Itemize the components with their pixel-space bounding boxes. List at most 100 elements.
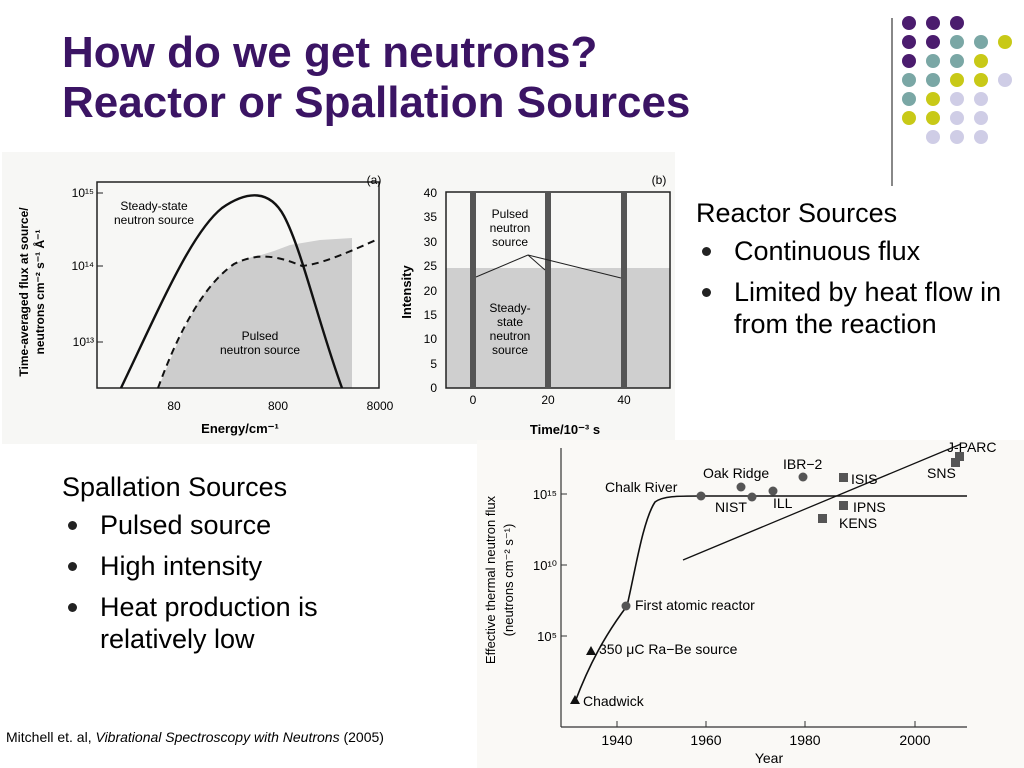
figure-c-chalk-river-marker bbox=[696, 491, 706, 501]
figure-c-nist-marker bbox=[747, 492, 757, 502]
figure-b-ytick-label: 20 bbox=[424, 284, 438, 298]
figure-b-xtick-label: 40 bbox=[617, 393, 631, 407]
spallation-sources-list: Pulsed source High intensity Heat produc… bbox=[62, 509, 422, 655]
figure-c-chadwick-marker bbox=[570, 695, 580, 704]
figure-b-ytick-label: 35 bbox=[424, 210, 438, 224]
citation-book-title: Vibrational Spectroscopy with Neutrons bbox=[95, 729, 340, 745]
decor-dot bbox=[950, 35, 964, 49]
decor-dot bbox=[902, 54, 916, 68]
figure-c-ibr2-marker bbox=[798, 472, 808, 482]
figure-a-ylabel: neutrons cm⁻² s⁻¹ Å⁻¹ bbox=[32, 229, 47, 354]
decor-dot bbox=[926, 111, 940, 125]
figure-c-label-chalk-river: Chalk River bbox=[605, 479, 678, 495]
figure-c-xtick-label: 1960 bbox=[690, 732, 721, 748]
decor-dot bbox=[950, 73, 964, 87]
figure-a-steady-label: Steady-state bbox=[120, 199, 188, 213]
figure-b-ytick-label: 25 bbox=[424, 259, 438, 273]
citation-authors: Mitchell et. al, bbox=[6, 729, 92, 745]
figure-c-xlabel: Year bbox=[755, 750, 784, 766]
figure-b-xtick-label: 20 bbox=[541, 393, 555, 407]
decor-dot bbox=[974, 54, 988, 68]
decor-dot bbox=[902, 35, 916, 49]
decor-dot bbox=[926, 16, 940, 30]
figure-b-pulsed-label: source bbox=[492, 235, 528, 249]
figure-c-first-reactor-marker bbox=[621, 601, 631, 611]
decor-dot bbox=[926, 35, 940, 49]
decor-dot bbox=[950, 16, 964, 30]
figure-c-ill-marker bbox=[768, 486, 778, 496]
figure-c-ylabel: (neutrons cm⁻² s⁻¹) bbox=[501, 524, 516, 637]
decor-dot bbox=[950, 92, 964, 106]
decor-dot bbox=[974, 92, 988, 106]
decor-dot bbox=[950, 111, 964, 125]
figure-b-steady-label: state bbox=[497, 315, 523, 329]
figure-a-ytick-label: 10¹³ bbox=[73, 335, 94, 349]
figure-c-label-ra-be: 350 μC Ra−Be source bbox=[599, 641, 738, 657]
figure-c-label-ibr2: IBR−2 bbox=[783, 456, 823, 472]
figure-b-xtick-label: 0 bbox=[470, 393, 477, 407]
figure-c-svg: J-PARC SNS IBR−2 Oak Ridge ISIS Chalk Ri… bbox=[483, 439, 997, 766]
figure-c-isis-marker bbox=[839, 473, 848, 482]
figure-b-steady-fill bbox=[446, 268, 670, 388]
figure-a-pulsed-label: neutron source bbox=[220, 343, 300, 357]
figure-c-xtick-label: 1980 bbox=[789, 732, 820, 748]
figure-a-xlabel: Energy/cm⁻¹ bbox=[201, 421, 279, 436]
figure-a-ytick-label: 10¹⁴ bbox=[72, 259, 95, 273]
figure-c-label-jparc: J-PARC bbox=[947, 440, 997, 455]
bullet-item: Pulsed source bbox=[62, 509, 422, 541]
figure-c-spallation-trend bbox=[682, 443, 962, 561]
figure-b-ylabel: Intensity bbox=[399, 265, 414, 319]
figure-c-kens-marker bbox=[818, 514, 827, 523]
figure-b-pulsed-label: Pulsed bbox=[492, 207, 529, 221]
reactor-sources-heading: Reactor Sources bbox=[696, 198, 898, 228]
figure-b-pulsed-label: neutron bbox=[490, 221, 531, 235]
figure-b-ytick-label: 10 bbox=[424, 332, 438, 346]
figure-b-svg: 40 35 30 25 20 15 10 5 0 0 20 40 Time/10… bbox=[399, 173, 671, 437]
figure-b-ytick-label: 40 bbox=[424, 186, 438, 200]
figure-a-flux-vs-energy: 10¹⁵ 10¹⁴ 10¹³ 80 800 8000 Energy/cm⁻¹ (… bbox=[2, 152, 397, 444]
figure-b-steady-label: source bbox=[492, 343, 528, 357]
figure-a-xtick-label: 8000 bbox=[367, 399, 394, 413]
citation: Mitchell et. al, Vibrational Spectroscop… bbox=[6, 728, 384, 746]
decor-dot bbox=[902, 111, 916, 125]
decor-dot bbox=[926, 73, 940, 87]
reactor-sources-text: Reactor Sources Continuous flux Limited … bbox=[696, 197, 1014, 349]
figure-c-label-nist: NIST bbox=[715, 499, 747, 515]
figure-c-label-ill: ILL bbox=[773, 495, 793, 511]
figure-a-pulsed-curve bbox=[157, 239, 377, 389]
figure-c-label-kens: KENS bbox=[839, 515, 877, 531]
spallation-sources-heading: Spallation Sources bbox=[62, 472, 288, 502]
figure-a-pulsed-label: Pulsed bbox=[242, 329, 279, 343]
decor-dot bbox=[974, 130, 988, 144]
decor-dot bbox=[974, 35, 988, 49]
bullet-item: Limited by heat flow in from the reactio… bbox=[696, 276, 1014, 340]
figure-c-label-isis: ISIS bbox=[851, 471, 877, 487]
figure-c-xtick-label: 2000 bbox=[899, 732, 930, 748]
figure-b-pointer bbox=[527, 254, 546, 271]
figure-b-pulse bbox=[621, 192, 627, 388]
figure-b-steady-label: Steady- bbox=[489, 301, 530, 315]
decor-dot bbox=[902, 16, 916, 30]
figure-a-xtick-label: 80 bbox=[167, 399, 181, 413]
figure-c-jparc-marker bbox=[951, 458, 960, 467]
figure-b-frame bbox=[445, 191, 671, 389]
figure-b-steady-label: neutron bbox=[490, 329, 531, 343]
decorative-divider bbox=[891, 18, 893, 186]
title-line-1: How do we get neutrons? bbox=[62, 28, 598, 77]
figure-b-intensity-vs-time: 40 35 30 25 20 15 10 5 0 0 20 40 Time/10… bbox=[397, 152, 675, 444]
decor-dot bbox=[974, 73, 988, 87]
figure-a-ytick-label: 10¹⁵ bbox=[72, 186, 94, 200]
slide-title: How do we get neutrons? Reactor or Spall… bbox=[62, 28, 872, 128]
decor-dot bbox=[926, 92, 940, 106]
figure-b-pulse bbox=[470, 192, 476, 388]
figure-b-ytick-label: 5 bbox=[430, 357, 437, 371]
decor-dot bbox=[902, 92, 916, 106]
figure-a-svg: 10¹⁵ 10¹⁴ 10¹³ 80 800 8000 Energy/cm⁻¹ (… bbox=[17, 173, 394, 436]
decor-dot bbox=[902, 73, 916, 87]
figure-b-ytick-label: 15 bbox=[424, 308, 438, 322]
title-line-2: Reactor or Spallation Sources bbox=[62, 78, 691, 127]
figure-a-pulsed-fill bbox=[158, 252, 352, 388]
decor-dot bbox=[950, 130, 964, 144]
figure-c-ytick-label: 10⁵ bbox=[537, 629, 557, 644]
figure-c-reactor-curve bbox=[574, 495, 967, 703]
